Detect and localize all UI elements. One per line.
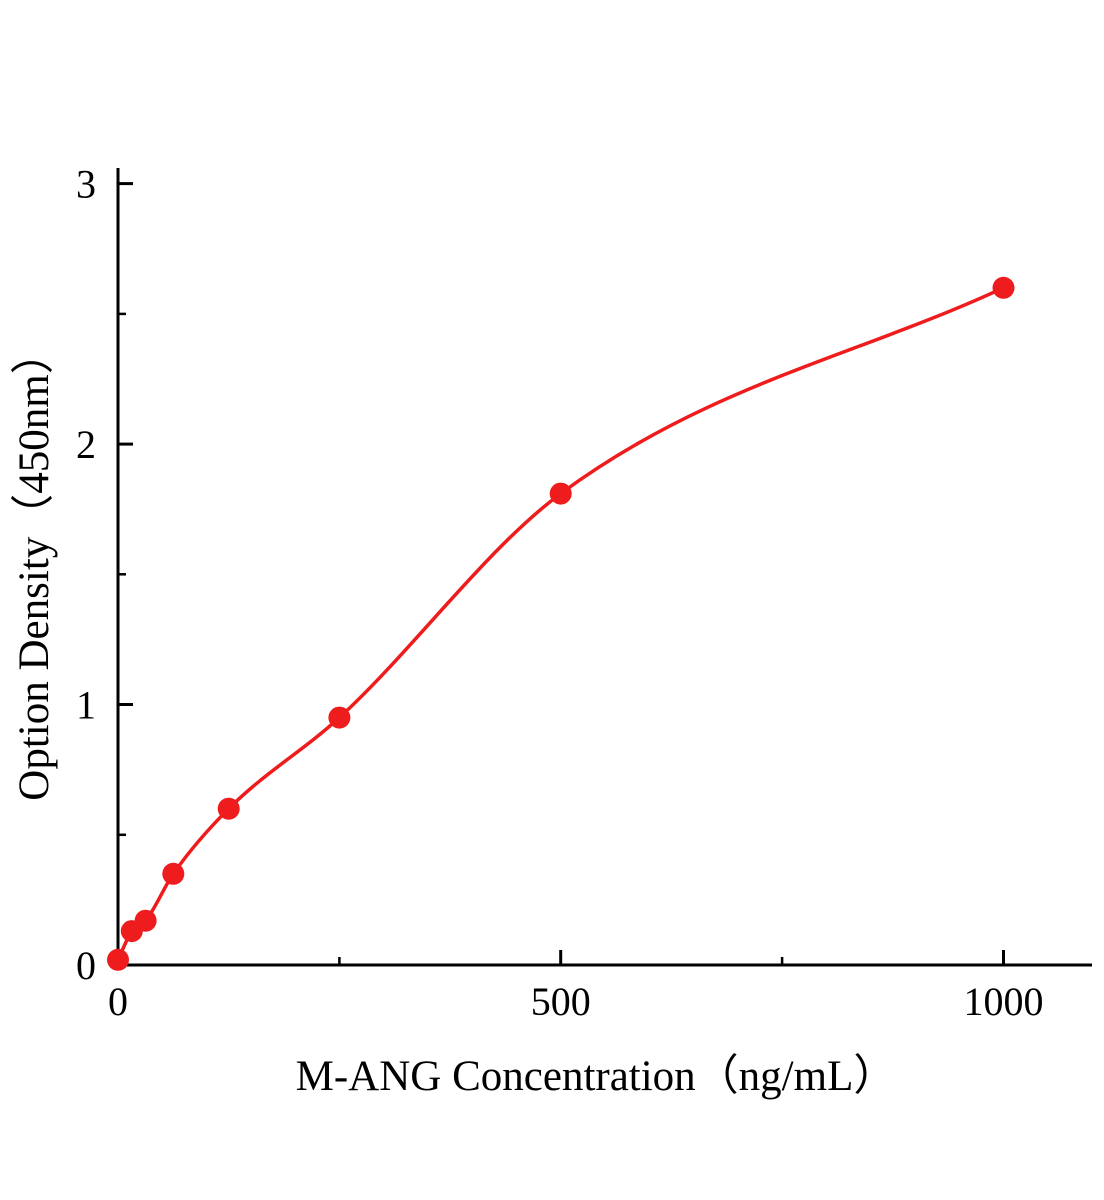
fit-curve bbox=[116, 286, 1006, 962]
x-axis-label: M-ANG Concentration（ng/mL） bbox=[296, 1053, 897, 1100]
data-point bbox=[549, 482, 572, 505]
y-axis-label: Option Density（450nm） bbox=[11, 331, 58, 800]
y-tick-label: 1 bbox=[76, 683, 96, 728]
data-point bbox=[162, 862, 185, 885]
plot-area: 0 500 1000 0 1 2 3 bbox=[76, 162, 1092, 1024]
data-point bbox=[107, 948, 129, 971]
data-point bbox=[992, 276, 1015, 299]
data-point bbox=[328, 706, 351, 729]
data-point bbox=[217, 797, 240, 820]
y-tick-label: 3 bbox=[76, 162, 96, 207]
y-tick-label: 2 bbox=[76, 422, 96, 467]
x-tick-label: 1000 bbox=[964, 979, 1044, 1024]
data-point bbox=[134, 909, 157, 932]
y-tick-label: 0 bbox=[76, 943, 96, 988]
x-tick-label: 0 bbox=[108, 979, 128, 1024]
x-tick-label: 500 bbox=[531, 979, 591, 1024]
